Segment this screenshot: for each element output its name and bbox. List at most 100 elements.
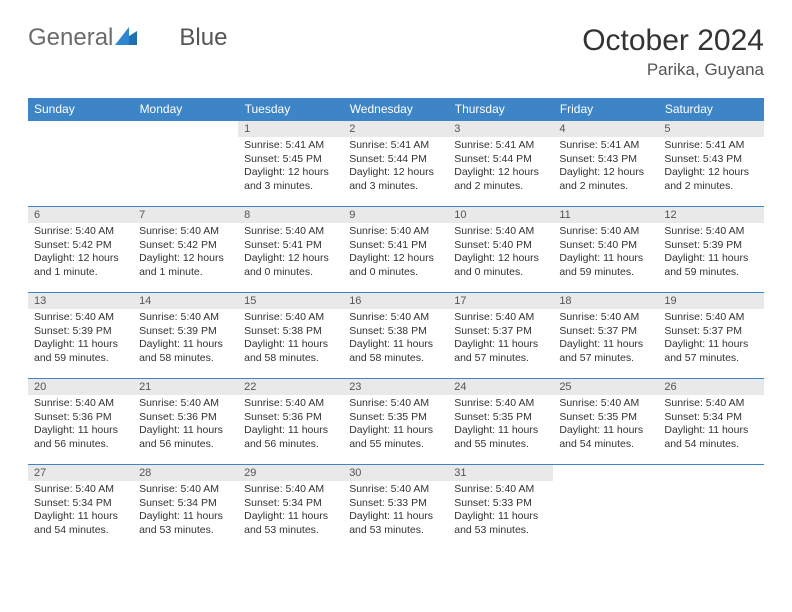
sunrise-text: Sunrise: 5:40 AM [559, 225, 652, 239]
daylight-text: Daylight: 12 hours and 0 minutes. [454, 252, 547, 279]
calendar-day-cell: 13Sunrise: 5:40 AMSunset: 5:39 PMDayligh… [28, 293, 133, 379]
daylight-text: Daylight: 11 hours and 58 minutes. [244, 338, 337, 365]
day-details: Sunrise: 5:41 AMSunset: 5:43 PMDaylight:… [658, 137, 763, 198]
sunrise-text: Sunrise: 5:40 AM [139, 397, 232, 411]
daylight-text: Daylight: 11 hours and 55 minutes. [454, 424, 547, 451]
sunset-text: Sunset: 5:37 PM [559, 325, 652, 339]
day-details: Sunrise: 5:40 AMSunset: 5:34 PMDaylight:… [28, 481, 133, 542]
sunrise-text: Sunrise: 5:40 AM [664, 397, 757, 411]
day-number: 27 [28, 465, 133, 481]
sunset-text: Sunset: 5:39 PM [34, 325, 127, 339]
day-details: Sunrise: 5:40 AMSunset: 5:40 PMDaylight:… [448, 223, 553, 284]
day-number: 22 [238, 379, 343, 395]
day-details: Sunrise: 5:40 AMSunset: 5:38 PMDaylight:… [343, 309, 448, 370]
sunset-text: Sunset: 5:34 PM [34, 497, 127, 511]
weekday-header: Monday [133, 98, 238, 121]
daylight-text: Daylight: 11 hours and 53 minutes. [454, 510, 547, 537]
daylight-text: Daylight: 12 hours and 0 minutes. [349, 252, 442, 279]
day-details: Sunrise: 5:40 AMSunset: 5:35 PMDaylight:… [553, 395, 658, 456]
calendar-week-row: 1Sunrise: 5:41 AMSunset: 5:45 PMDaylight… [28, 121, 764, 207]
calendar-week-row: 27Sunrise: 5:40 AMSunset: 5:34 PMDayligh… [28, 465, 764, 551]
brand-mark-icon [115, 24, 137, 52]
calendar-day-cell: 10Sunrise: 5:40 AMSunset: 5:40 PMDayligh… [448, 207, 553, 293]
calendar-day-cell: 2Sunrise: 5:41 AMSunset: 5:44 PMDaylight… [343, 121, 448, 207]
calendar-day-cell: 25Sunrise: 5:40 AMSunset: 5:35 PMDayligh… [553, 379, 658, 465]
sunrise-text: Sunrise: 5:40 AM [454, 225, 547, 239]
sunset-text: Sunset: 5:44 PM [349, 153, 442, 167]
day-details: Sunrise: 5:40 AMSunset: 5:41 PMDaylight:… [238, 223, 343, 284]
day-number: 24 [448, 379, 553, 395]
daylight-text: Daylight: 11 hours and 57 minutes. [559, 338, 652, 365]
daylight-text: Daylight: 11 hours and 56 minutes. [244, 424, 337, 451]
daylight-text: Daylight: 12 hours and 2 minutes. [664, 166, 757, 193]
sunrise-text: Sunrise: 5:40 AM [349, 311, 442, 325]
day-number: 28 [133, 465, 238, 481]
calendar-day-cell: 31Sunrise: 5:40 AMSunset: 5:33 PMDayligh… [448, 465, 553, 551]
calendar-day-cell: 28Sunrise: 5:40 AMSunset: 5:34 PMDayligh… [133, 465, 238, 551]
day-number [658, 465, 763, 469]
daylight-text: Daylight: 11 hours and 57 minutes. [664, 338, 757, 365]
calendar-day-cell: 29Sunrise: 5:40 AMSunset: 5:34 PMDayligh… [238, 465, 343, 551]
day-number: 26 [658, 379, 763, 395]
day-number: 2 [343, 121, 448, 137]
day-number: 3 [448, 121, 553, 137]
sunrise-text: Sunrise: 5:41 AM [664, 139, 757, 153]
day-number [553, 465, 658, 469]
sunrise-text: Sunrise: 5:40 AM [454, 397, 547, 411]
brand-word2: Blue [179, 24, 227, 52]
day-number: 20 [28, 379, 133, 395]
day-details: Sunrise: 5:40 AMSunset: 5:33 PMDaylight:… [343, 481, 448, 542]
calendar-day-cell: 4Sunrise: 5:41 AMSunset: 5:43 PMDaylight… [553, 121, 658, 207]
sunset-text: Sunset: 5:35 PM [559, 411, 652, 425]
calendar-day-cell: 3Sunrise: 5:41 AMSunset: 5:44 PMDaylight… [448, 121, 553, 207]
sunset-text: Sunset: 5:33 PM [349, 497, 442, 511]
day-number: 25 [553, 379, 658, 395]
sunset-text: Sunset: 5:33 PM [454, 497, 547, 511]
day-number: 15 [238, 293, 343, 309]
daylight-text: Daylight: 11 hours and 57 minutes. [454, 338, 547, 365]
sunset-text: Sunset: 5:40 PM [559, 239, 652, 253]
day-details: Sunrise: 5:40 AMSunset: 5:38 PMDaylight:… [238, 309, 343, 370]
day-number: 1 [238, 121, 343, 137]
sunrise-text: Sunrise: 5:40 AM [34, 397, 127, 411]
weekday-header-row: Sunday Monday Tuesday Wednesday Thursday… [28, 98, 764, 121]
calendar-table: Sunday Monday Tuesday Wednesday Thursday… [28, 98, 764, 551]
day-details: Sunrise: 5:40 AMSunset: 5:36 PMDaylight:… [133, 395, 238, 456]
calendar-day-cell: 15Sunrise: 5:40 AMSunset: 5:38 PMDayligh… [238, 293, 343, 379]
weekday-header: Wednesday [343, 98, 448, 121]
calendar-day-cell: 14Sunrise: 5:40 AMSunset: 5:39 PMDayligh… [133, 293, 238, 379]
day-details: Sunrise: 5:40 AMSunset: 5:41 PMDaylight:… [343, 223, 448, 284]
daylight-text: Daylight: 11 hours and 58 minutes. [349, 338, 442, 365]
calendar-day-cell: 27Sunrise: 5:40 AMSunset: 5:34 PMDayligh… [28, 465, 133, 551]
day-details: Sunrise: 5:40 AMSunset: 5:37 PMDaylight:… [553, 309, 658, 370]
sunset-text: Sunset: 5:36 PM [139, 411, 232, 425]
day-details: Sunrise: 5:41 AMSunset: 5:45 PMDaylight:… [238, 137, 343, 198]
sunset-text: Sunset: 5:40 PM [454, 239, 547, 253]
calendar-day-cell: 26Sunrise: 5:40 AMSunset: 5:34 PMDayligh… [658, 379, 763, 465]
daylight-text: Daylight: 12 hours and 1 minute. [139, 252, 232, 279]
weekday-header: Friday [553, 98, 658, 121]
daylight-text: Daylight: 12 hours and 2 minutes. [454, 166, 547, 193]
day-number: 14 [133, 293, 238, 309]
calendar-day-cell: 19Sunrise: 5:40 AMSunset: 5:37 PMDayligh… [658, 293, 763, 379]
day-number: 4 [553, 121, 658, 137]
month-title: October 2024 [582, 24, 764, 58]
day-number [28, 121, 133, 125]
day-number: 21 [133, 379, 238, 395]
sunset-text: Sunset: 5:35 PM [454, 411, 547, 425]
day-details: Sunrise: 5:41 AMSunset: 5:44 PMDaylight:… [448, 137, 553, 198]
day-number: 13 [28, 293, 133, 309]
sunrise-text: Sunrise: 5:40 AM [34, 483, 127, 497]
daylight-text: Daylight: 11 hours and 59 minutes. [34, 338, 127, 365]
day-number: 17 [448, 293, 553, 309]
calendar-day-cell: 16Sunrise: 5:40 AMSunset: 5:38 PMDayligh… [343, 293, 448, 379]
page-header: General Blue October 2024 Parika, Guyana [28, 24, 764, 80]
sunset-text: Sunset: 5:41 PM [244, 239, 337, 253]
day-number: 30 [343, 465, 448, 481]
sunrise-text: Sunrise: 5:40 AM [139, 311, 232, 325]
day-details: Sunrise: 5:40 AMSunset: 5:36 PMDaylight:… [238, 395, 343, 456]
day-number: 6 [28, 207, 133, 223]
sunset-text: Sunset: 5:36 PM [34, 411, 127, 425]
day-number: 5 [658, 121, 763, 137]
day-details: Sunrise: 5:40 AMSunset: 5:34 PMDaylight:… [238, 481, 343, 542]
